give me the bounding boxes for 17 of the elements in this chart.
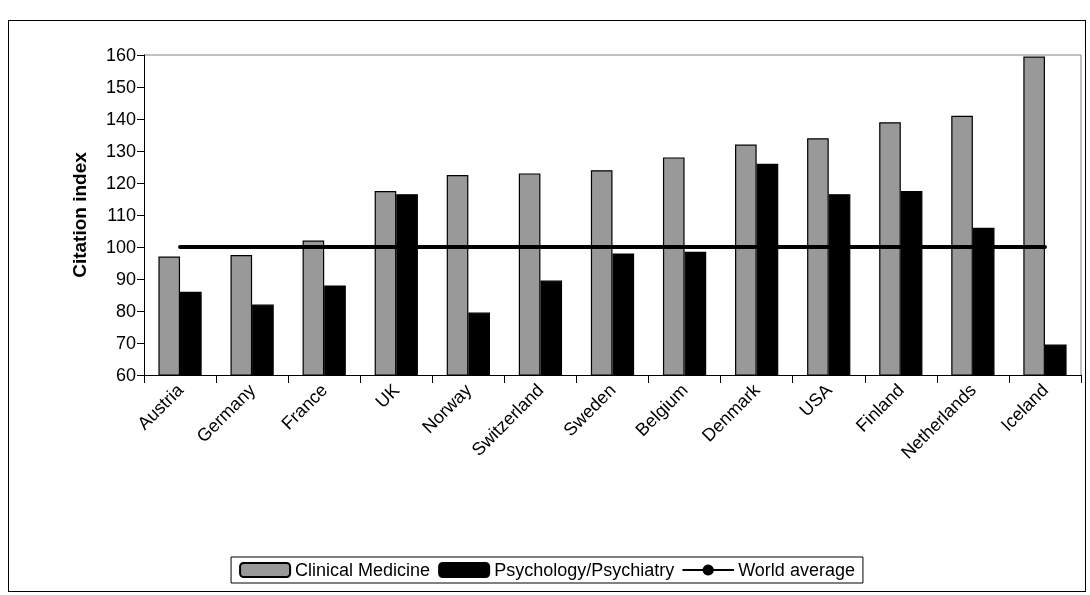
y-tick-label: 160 [105,45,136,65]
legend-label: Psychology/Psychiatry [494,560,675,580]
y-tick-label: 130 [105,141,136,161]
y-tick-label: 90 [115,269,136,289]
y-axis-title: Citation index [69,151,90,278]
y-tick-label: 120 [105,173,136,193]
x-tick-label: UK [371,379,404,412]
y-tick-label: 100 [105,237,136,257]
y-tick-label: 150 [105,77,136,97]
legend-label: World average [738,560,855,580]
y-tick-label: 110 [107,205,136,225]
y-tick-label: 70 [115,333,136,353]
y-tick-label: 140 [105,109,136,129]
y-tick-label: 80 [115,301,136,321]
x-tick-label: USA [795,379,836,421]
y-tick-label: 60 [115,365,136,385]
legend-label: Clinical Medicine [295,560,431,580]
